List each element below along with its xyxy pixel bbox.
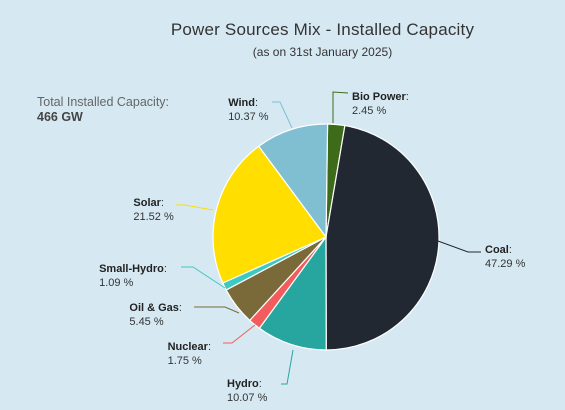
leader-oil-gas [194,306,240,314]
leader-hydro [281,349,294,385]
leader-wind [272,101,293,129]
slice-hydro [258,235,327,351]
total-capacity-label: Total Installed Capacity: [37,95,170,109]
leader-bio-power [332,91,349,123]
label-value-solar: 21.52 % [133,211,174,223]
label-name-bio-power: Bio Power: [352,91,409,103]
slice-wind [257,123,329,239]
label-value-coal: 47.29 % [485,258,526,270]
total-capacity-value: 466 GW [37,110,83,124]
label-name-nuclear: Nuclear: [168,341,211,353]
label-name-small-hydro: Small-Hydro: [99,263,167,275]
label-value-small-hydro: 1.09 % [99,277,133,289]
chart-title: Power Sources Mix - Installed Capacity [170,20,475,39]
label-name-solar: Solar: [133,197,164,209]
label-value-hydro: 10.07 % [227,392,268,404]
label-name-coal: Coal: [485,244,512,256]
slice-coal [325,124,440,351]
label-name-oil-gas: Oil & Gas: [129,302,182,314]
label-name-hydro: Hydro: [227,378,262,390]
label-name-wind: Wind: [228,97,258,109]
label-value-wind: 10.37 % [228,111,269,123]
label-value-bio-power: 2.45 % [352,105,386,117]
leader-solar [176,204,214,211]
chart-subtitle: (as on 31st January 2025) [252,45,393,59]
label-value-oil-gas: 5.45 % [129,316,163,328]
label-value-nuclear: 1.75 % [168,355,202,367]
leader-small-hydro [181,266,226,289]
slice-solar [212,145,327,284]
leader-coal [437,240,481,253]
total-capacity: Total Installed Capacity: 466 GW [37,95,169,125]
leader-nuclear [223,324,256,344]
